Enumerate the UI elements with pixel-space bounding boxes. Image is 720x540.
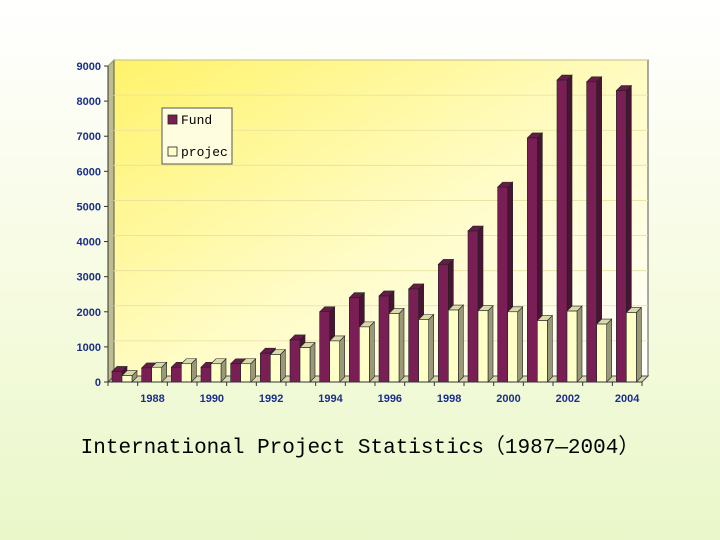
gridline <box>107 129 115 137</box>
gridline <box>107 270 115 277</box>
x-tick-label: 2000 <box>496 393 520 405</box>
y-tick-label: 1000 <box>77 342 101 354</box>
legend-swatch <box>167 146 178 157</box>
bar <box>595 318 613 383</box>
gridline <box>107 94 115 102</box>
x-tick-label: 2004 <box>615 393 640 405</box>
x-tick-label: 1994 <box>318 393 343 405</box>
gridline <box>107 59 115 67</box>
gridline <box>107 200 115 207</box>
chart-title: International Project Statistics（1987—20… <box>80 437 640 460</box>
gridline <box>107 235 115 242</box>
bar <box>299 341 316 383</box>
bar <box>239 358 257 383</box>
bar <box>566 305 583 383</box>
bar <box>388 307 405 383</box>
y-tick-label: 9000 <box>77 61 101 73</box>
plot-side-wall <box>107 58 115 384</box>
legend-swatch <box>167 114 178 125</box>
legend: Fund projec <box>161 107 233 165</box>
axes: 0 1000 2000 3000 4000 5000 6000 7000 8000 9000 198… <box>77 61 643 405</box>
x-tick-label: 1990 <box>200 393 224 405</box>
bar <box>625 306 643 383</box>
x-tick-label: 2002 <box>556 393 580 405</box>
y-tick-label: 5000 <box>77 201 101 213</box>
bar <box>121 369 138 383</box>
bar <box>447 304 465 383</box>
bars <box>111 74 643 383</box>
x-tick-label: 1988 <box>140 393 164 405</box>
bar <box>210 358 227 383</box>
bar <box>506 306 524 383</box>
bar <box>536 314 554 383</box>
bar <box>358 321 376 383</box>
bar <box>477 305 494 383</box>
x-tick-label: 1998 <box>437 393 461 405</box>
y-tick-label: 6000 <box>77 166 101 178</box>
bar <box>328 335 346 383</box>
gridline <box>107 340 115 348</box>
y-tick-label: 3000 <box>77 272 101 284</box>
y-tick-label: 8000 <box>77 96 101 108</box>
y-tick-label: 7000 <box>77 131 101 143</box>
x-tick-label: 1992 <box>259 393 283 405</box>
bar <box>180 358 198 383</box>
legend-label: projec <box>181 145 228 160</box>
y-tick-label: 0 <box>95 377 101 389</box>
bar <box>417 313 435 383</box>
gridline <box>107 305 115 313</box>
gridline <box>107 165 115 172</box>
bar <box>269 348 287 383</box>
legend-label: Fund <box>181 113 212 128</box>
x-tick-label: 1996 <box>378 393 402 405</box>
y-tick-label: 4000 <box>77 237 101 249</box>
y-tick-label: 2000 <box>77 307 101 319</box>
bar <box>150 361 168 383</box>
